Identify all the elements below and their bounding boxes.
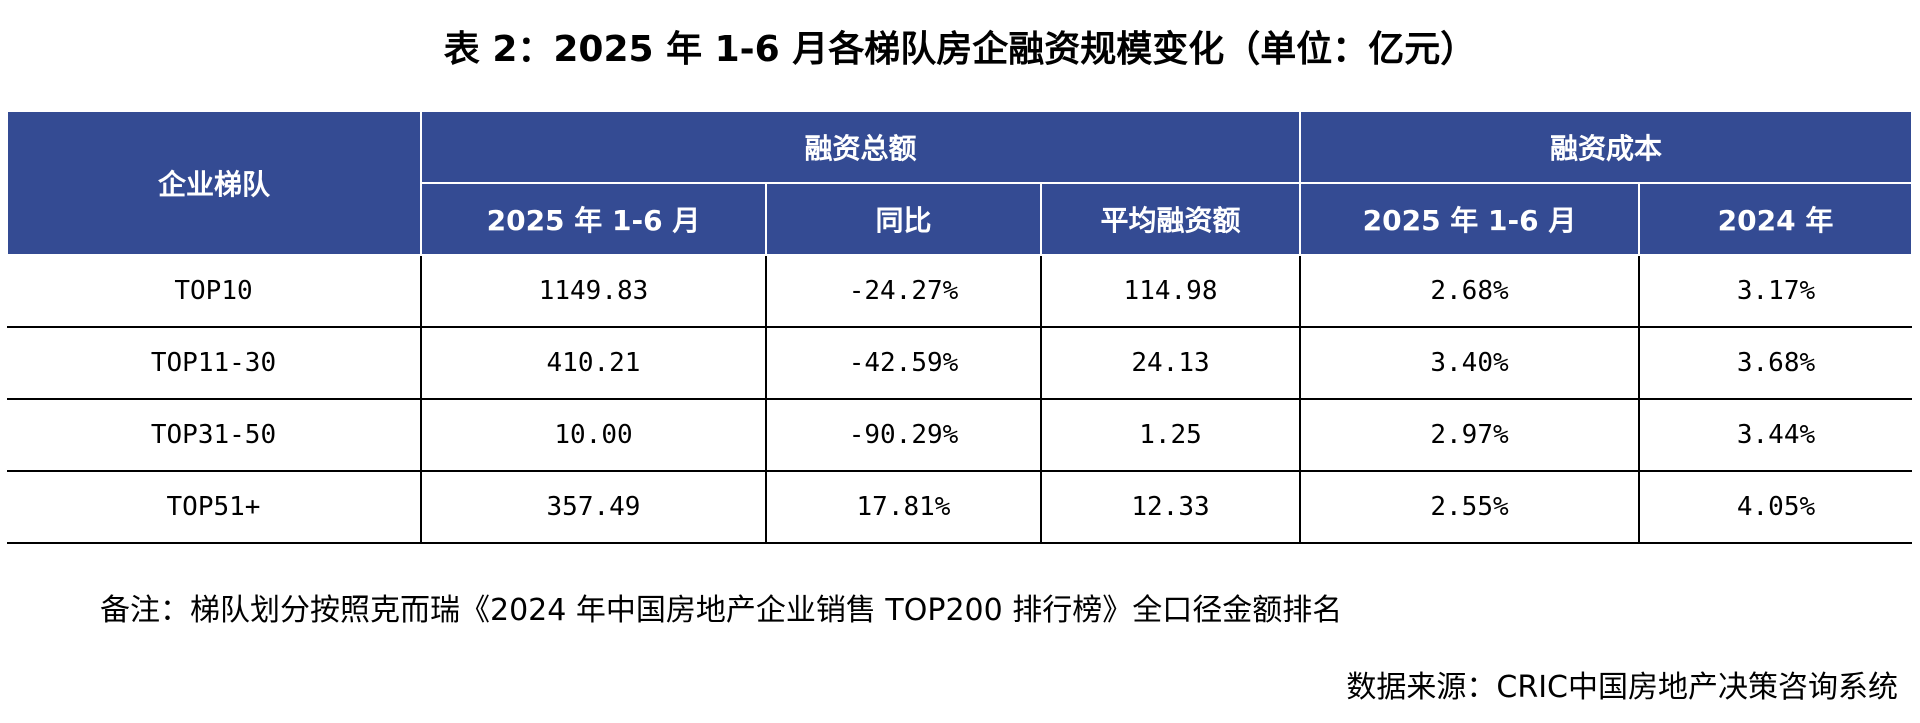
table-cell: 357.49 <box>420 470 767 544</box>
table-cell: 3.44% <box>1638 398 1913 472</box>
table-cell: 2.55% <box>1299 470 1641 544</box>
column-header: 2025 年 1-6 月 <box>1299 182 1641 256</box>
table-cell: 1149.83 <box>420 254 767 328</box>
table-cell: 2.97% <box>1299 398 1641 472</box>
table-row: TOP31-50 10.00 -90.29% 1.25 2.97% 3.44% <box>7 398 1913 472</box>
table-cell: 3.40% <box>1299 326 1641 400</box>
row-label: TOP11-30 <box>7 326 422 400</box>
note: 备注：梯队划分按照克而瑞《2024 年中国房地产企业销售 TOP200 排行榜》… <box>100 593 1343 628</box>
table-cell: 17.81% <box>765 470 1042 544</box>
table-row: TOP11-30 410.21 -42.59% 24.13 3.40% 3.68% <box>7 326 1913 400</box>
row-label: TOP31-50 <box>7 398 422 472</box>
group-header: 融资成本 <box>1299 110 1914 184</box>
data-table: 企业梯队 融资总额 融资成本 2025 年 1-6 月同比 平均融资额 2025 年 1-… <box>6 110 1914 544</box>
table-cell: -24.27% <box>765 254 1042 328</box>
table-cell: 12.33 <box>1039 470 1302 544</box>
column-header: 2025 年 1-6 月 <box>420 182 767 256</box>
source: 数据来源：CRIC中国房地产决策咨询系统 <box>1346 670 1898 705</box>
table-cell: 3.68% <box>1638 326 1913 400</box>
table-cell: 4.05% <box>1638 470 1913 544</box>
header-row: 企业梯队 融资总额 融资成本 <box>6 110 1914 256</box>
table-cell: -42.59% <box>765 326 1042 400</box>
table-cell: 10.00 <box>420 398 767 472</box>
table-cell: -90.29% <box>765 398 1042 472</box>
row-header: 企业梯队 <box>6 110 422 256</box>
table-cell: 2.68% <box>1299 254 1641 328</box>
row-label: TOP10 <box>7 254 422 328</box>
table-cell: 114.98 <box>1039 254 1302 328</box>
group-header: 融资总额 <box>419 110 1302 184</box>
table-row: TOP10 1149.83 -24.27% 114.98 2.68% 3.17% <box>7 254 1913 328</box>
column-header: 平均融资额 <box>1039 182 1302 256</box>
row-label: TOP51+ <box>7 470 422 544</box>
table-cell: 3.17% <box>1638 254 1913 328</box>
table-body: TOP10 1149.83 -24.27% 114.98 2.68% 3.17% TOP11… <box>7 254 1913 544</box>
table-header: 企业梯队 融资总额 融资成本 2025 年 1-6 月同比 平均融资额 2025 年 1-… <box>6 110 1914 256</box>
column-header: 2024 年 <box>1638 182 1914 256</box>
table-cell: 410.21 <box>420 326 767 400</box>
table-cell: 24.13 <box>1039 326 1302 400</box>
table-title: 表 2：2025 年 1-6 月各梯队房企融资规模变化（单位：亿元） <box>443 29 1477 70</box>
subheader-row: 2025 年 1-6 月同比 平均融资额 2025 年 1-6 月 2024 年 <box>7 182 1914 256</box>
column-header: 同比 <box>765 182 1042 256</box>
table-cell: 1.25 <box>1039 398 1302 472</box>
table-row: TOP51+ 357.49 17.81% 12.33 2.55% 4.05% <box>7 470 1913 544</box>
